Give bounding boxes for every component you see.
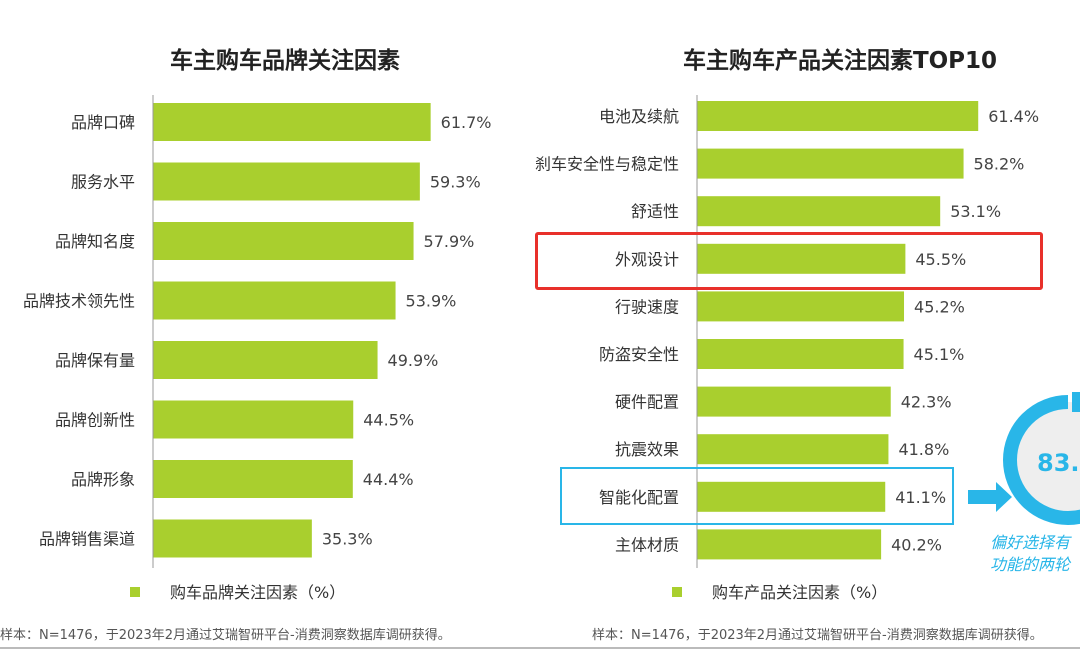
bar <box>697 243 906 274</box>
data-label: 41.1% <box>895 488 946 507</box>
bar <box>697 386 891 417</box>
category-label: 品牌保有量 <box>55 351 135 370</box>
data-label: 61.7% <box>441 113 492 132</box>
callout-text-line2: 功能的两轮 <box>990 555 1072 574</box>
category-label: 品牌创新性 <box>55 411 135 430</box>
legend-swatch <box>672 587 682 597</box>
category-label: 防盗安全性 <box>599 345 679 364</box>
bar <box>697 529 882 560</box>
category-label: 智能化配置 <box>599 488 679 507</box>
data-label: 49.9% <box>388 351 439 370</box>
bar <box>697 291 905 322</box>
chart-title: 车主购车产品关注因素TOP10 <box>683 47 997 74</box>
data-label: 59.3% <box>430 173 481 192</box>
callout-text-line1: 偏好选择有 <box>990 533 1072 552</box>
data-label: 58.2% <box>974 155 1025 174</box>
data-label: 53.1% <box>950 202 1001 221</box>
category-label: 刹车安全性与稳定性 <box>535 155 679 174</box>
category-label: 主体材质 <box>615 535 679 554</box>
data-label: 45.1% <box>914 345 965 364</box>
bar <box>153 400 354 439</box>
category-label: 品牌知名度 <box>55 232 135 251</box>
data-label: 44.4% <box>363 470 414 489</box>
data-label: 35.3% <box>322 530 373 549</box>
legend-swatch <box>130 587 140 597</box>
donut-arc <box>1003 395 1080 525</box>
category-label: 行驶速度 <box>615 297 679 316</box>
callout-value: 83.9 <box>1037 449 1080 477</box>
bar <box>153 103 431 141</box>
bar <box>697 196 941 227</box>
bar <box>697 101 979 131</box>
category-label: 品牌销售渠道 <box>39 530 135 549</box>
data-label: 57.9% <box>424 232 475 251</box>
data-label: 41.8% <box>898 440 949 459</box>
category-label: 外观设计 <box>615 250 679 269</box>
donut-marker <box>1072 392 1080 412</box>
category-label: 硬件配置 <box>615 393 679 412</box>
category-label: 品牌口碑 <box>71 113 135 132</box>
bar <box>153 519 312 558</box>
donut-background <box>1010 402 1080 518</box>
bar <box>697 339 904 369</box>
legend-label: 购车品牌关注因素（%） <box>170 583 345 602</box>
data-label: 45.2% <box>914 297 965 316</box>
arrow-right-icon <box>968 482 1012 512</box>
bar <box>153 162 420 201</box>
source-note-left: 样本：N=1476，于2023年2月通过艾瑞智研平台-消费洞察数据库调研获得。 <box>0 628 451 643</box>
data-label: 53.9% <box>406 292 457 311</box>
data-label: 44.5% <box>363 411 414 430</box>
highlight-box-blue <box>560 467 954 525</box>
bar <box>697 481 886 512</box>
data-label: 45.5% <box>915 250 966 269</box>
bar <box>153 460 353 498</box>
bar <box>697 434 889 465</box>
legend-label: 购车产品关注因素（%） <box>712 583 887 602</box>
category-label: 电池及续航 <box>599 107 679 126</box>
data-label: 42.3% <box>901 393 952 412</box>
category-label: 品牌形象 <box>71 470 135 489</box>
category-label: 品牌技术领先性 <box>23 292 135 311</box>
bar <box>153 341 378 379</box>
chart-title: 车主购车品牌关注因素 <box>170 47 400 74</box>
category-label: 舒适性 <box>631 202 679 221</box>
source-note-right: 样本：N=1476，于2023年2月通过艾瑞智研平台-消费洞察数据库调研获得。 <box>592 628 1043 643</box>
bar <box>153 222 414 260</box>
data-label: 61.4% <box>988 107 1039 126</box>
bar <box>153 281 396 320</box>
bar <box>697 148 964 179</box>
highlight-box-red <box>535 232 1043 290</box>
category-label: 抗震效果 <box>615 440 679 459</box>
data-label: 40.2% <box>891 535 942 554</box>
category-label: 服务水平 <box>71 173 135 192</box>
